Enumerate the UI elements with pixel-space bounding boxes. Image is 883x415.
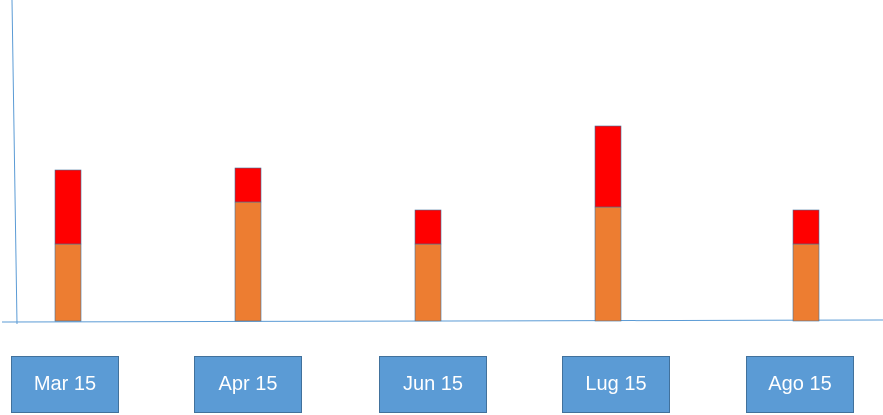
bar-ago-15-segment-1	[792, 243, 820, 322]
category-label-lug-15: Lug 15	[562, 356, 670, 413]
bars-group	[54, 125, 820, 322]
bar-lug-15-segment-1	[594, 206, 622, 322]
category-label-mar-15: Mar 15	[11, 356, 119, 413]
bar-jun-15-segment-2	[414, 209, 442, 245]
y-axis	[11, 0, 18, 325]
x-axis	[1, 319, 883, 323]
bar-apr-15-segment-1	[234, 201, 262, 322]
bar-mar-15-segment-1	[54, 243, 82, 322]
bar-lug-15-segment-2	[594, 125, 622, 208]
bar-jun-15-segment-1	[414, 243, 442, 322]
category-label-apr-15: Apr 15	[194, 356, 302, 413]
bar-apr-15-segment-2	[234, 167, 262, 203]
category-label-jun-15: Jun 15	[379, 356, 487, 413]
category-label-ago-15: Ago 15	[746, 356, 854, 413]
bar-ago-15-segment-2	[792, 209, 820, 245]
bar-mar-15-segment-2	[54, 169, 82, 245]
